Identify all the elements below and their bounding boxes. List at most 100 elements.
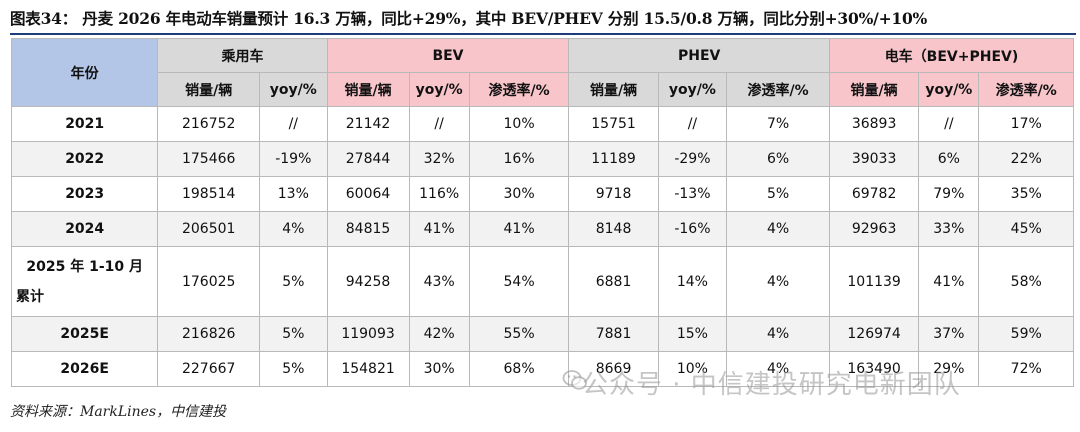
table-cell: 43% xyxy=(408,246,470,317)
header-row-groups: 年份 乘用车 BEV PHEV 电车（BEV+PHEV) xyxy=(10,38,1075,107)
table-cell: 10% xyxy=(657,351,728,387)
year-cell: 2026E xyxy=(10,351,159,387)
table-cell: 55% xyxy=(468,316,570,352)
table-cell: // xyxy=(918,106,980,142)
table-row: 2025 年 1-10 月 累计 176025 5% 94258 43% 54%… xyxy=(10,246,1074,317)
table-cell: 176025 xyxy=(157,246,261,317)
table-cell: 126974 xyxy=(828,316,920,352)
year-cell: 2022 xyxy=(10,141,159,177)
table-cell: 5% xyxy=(726,176,830,212)
table-cell: 8148 xyxy=(568,211,659,247)
table-cell: 4% xyxy=(259,211,328,247)
table-cell: 45% xyxy=(978,211,1074,247)
table-cell: 72% xyxy=(978,351,1074,387)
table-cell: 13% xyxy=(259,176,328,212)
watermark-text: 公众号 · 中信建投研究电新团队 xyxy=(582,370,961,400)
table-cell: 29% xyxy=(918,351,980,387)
table-cell: 21142 xyxy=(326,106,410,142)
table-cell: 119093 xyxy=(326,316,410,352)
header-group-passenger: 乘用车 xyxy=(157,38,328,73)
table-cell: 37% xyxy=(918,316,980,352)
table-cell: 92963 xyxy=(828,211,920,247)
year-cell-line2: 累计 xyxy=(16,288,44,305)
table-cell: 116% xyxy=(408,176,470,212)
header-group-phev: PHEV xyxy=(568,38,830,73)
sub-header: 销量/辆 xyxy=(326,72,410,107)
table-cell: 14% xyxy=(657,246,728,317)
table-cell: 175466 xyxy=(157,141,261,177)
table-cell: 59% xyxy=(978,316,1074,352)
table-cell: 4% xyxy=(726,211,830,247)
table-row: 2024 206501 4% 84815 41% 41% 8148 -16% 4… xyxy=(10,211,1074,247)
year-cell: 2024 xyxy=(10,211,159,247)
table-cell: 33% xyxy=(918,211,980,247)
table-cell: 84815 xyxy=(326,211,410,247)
table-cell: // xyxy=(408,106,470,142)
year-cell: 2023 xyxy=(10,176,159,212)
sub-header: yoy/% xyxy=(259,72,328,107)
table-cell: 60064 xyxy=(326,176,410,212)
table-cell: 42% xyxy=(408,316,470,352)
table-cell: // xyxy=(259,106,328,142)
table-cell: 7881 xyxy=(568,316,659,352)
table-cell: 36893 xyxy=(828,106,920,142)
table-cell: 39033 xyxy=(828,141,920,177)
table-cell: 6% xyxy=(918,141,980,177)
table-cell: -16% xyxy=(657,211,728,247)
sub-header: yoy/% xyxy=(918,72,980,107)
header-row-sub: 销量/辆 yoy/% 销量/辆 yoy/% 渗透率/% 销量/辆 yoy/% 渗… xyxy=(12,72,1074,107)
table-cell: 5% xyxy=(259,316,328,352)
table-cell: 22% xyxy=(978,141,1074,177)
table-cell: 58% xyxy=(978,246,1074,317)
table-cell: 5% xyxy=(259,246,328,317)
table-cell: 4% xyxy=(726,351,830,387)
sub-header: yoy/% xyxy=(657,72,728,107)
sub-header: 渗透率/% xyxy=(468,72,570,107)
table-cell: 30% xyxy=(468,176,570,212)
table-cell: 216752 xyxy=(157,106,261,142)
table-cell: 6881 xyxy=(568,246,659,317)
table-cell: 163490 xyxy=(828,351,920,387)
year-cell: 2025E xyxy=(10,316,159,352)
table-cell: 227667 xyxy=(157,351,261,387)
table-cell: 6% xyxy=(726,141,830,177)
table-cell: 9718 xyxy=(568,176,659,212)
table-row: 2026E 227667 5% 154821 30% 68% 8669 10% … xyxy=(10,351,1074,387)
table-row: 2021 216752 // 21142 // 10% 15751 // 7% … xyxy=(10,106,1074,142)
table-cell: 69782 xyxy=(828,176,920,212)
table-cell: 7% xyxy=(726,106,830,142)
sub-header: 销量/辆 xyxy=(568,72,659,107)
sales-table: 年份 乘用车 BEV PHEV 电车（BEV+PHEV) 销量/辆 yoy/% … xyxy=(10,38,1075,387)
table-row: 2023 198514 13% 60064 116% 30% 9718 -13%… xyxy=(10,176,1074,212)
table-cell: 30% xyxy=(408,351,470,387)
table-cell: 154821 xyxy=(326,351,410,387)
table-cell: 4% xyxy=(726,246,830,317)
sub-header: 销量/辆 xyxy=(157,72,261,107)
table-cell: 198514 xyxy=(157,176,261,212)
table-cell: 27844 xyxy=(326,141,410,177)
table-cell: 11189 xyxy=(568,141,659,177)
table-cell: 15751 xyxy=(568,106,659,142)
wechat-icon xyxy=(562,370,587,390)
table-cell: -29% xyxy=(657,141,728,177)
table-cell: 5% xyxy=(259,351,328,387)
table-cell: 41% xyxy=(408,211,470,247)
table-row: 2022 175466 -19% 27844 32% 16% 11189 -29… xyxy=(10,141,1074,177)
table-row: 2025E 216826 5% 119093 42% 55% 7881 15% … xyxy=(10,316,1074,352)
table-cell: 15% xyxy=(657,316,728,352)
table-cell: // xyxy=(657,106,728,142)
table-cell: 32% xyxy=(408,141,470,177)
figure-title: 图表34： 丹麦 2026 年电动车销量预计 16.3 万辆，同比+29%，其中… xyxy=(10,9,928,28)
title-rule xyxy=(10,33,1076,35)
table-cell: 206501 xyxy=(157,211,261,247)
table-cell: 16% xyxy=(468,141,570,177)
header-group-ev-total: 电车（BEV+PHEV) xyxy=(828,38,1075,73)
table-cell: 94258 xyxy=(326,246,410,317)
table-cell: 79% xyxy=(918,176,980,212)
table-cell: 10% xyxy=(468,106,570,142)
table-cell: -19% xyxy=(259,141,328,177)
sub-header: 渗透率/% xyxy=(726,72,830,107)
year-cell: 2025 年 1-10 月 累计 xyxy=(10,246,159,317)
year-cell-line1: 2025 年 1-10 月 xyxy=(26,258,143,275)
table-cell: 41% xyxy=(918,246,980,317)
